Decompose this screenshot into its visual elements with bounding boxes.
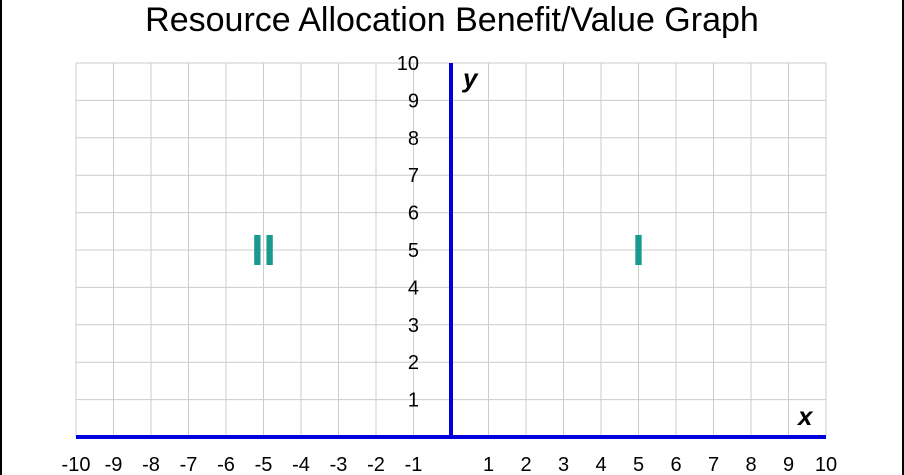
x-tick-label: -5 <box>255 454 273 475</box>
quadrant-label: II <box>251 226 275 275</box>
x-tick-label: 6 <box>670 454 681 475</box>
x-tick-label: 7 <box>708 454 719 475</box>
y-axis-label: y <box>461 63 479 93</box>
x-tick-label: -3 <box>330 454 348 475</box>
x-tick-label: 3 <box>558 454 569 475</box>
x-tick-label: -2 <box>367 454 385 475</box>
x-tick-label: -10 <box>62 454 91 475</box>
y-tick-label: 5 <box>408 240 419 262</box>
x-tick-label: -4 <box>292 454 310 475</box>
x-tick-label: -1 <box>405 454 423 475</box>
y-tick-label: 4 <box>408 277 419 299</box>
x-tick-label: 10 <box>815 454 837 475</box>
y-tick-label: 1 <box>408 390 419 412</box>
y-tick-label: 9 <box>408 90 419 112</box>
x-tick-label: -9 <box>105 454 123 475</box>
quadrant-label: I <box>632 226 644 275</box>
y-tick-label: 10 <box>397 53 419 75</box>
x-tick-label: 8 <box>745 454 756 475</box>
x-tick-label: 5 <box>633 454 644 475</box>
x-tick-label: 9 <box>783 454 794 475</box>
y-tick-label: 8 <box>408 128 419 150</box>
x-axis-label: x <box>796 401 814 431</box>
y-tick-label: 6 <box>408 203 419 225</box>
x-tick-label: 2 <box>520 454 531 475</box>
x-tick-label: -8 <box>142 454 160 475</box>
chart-title: Resource Allocation Benefit/Value Graph <box>145 1 759 39</box>
x-tick-label: 4 <box>595 454 606 475</box>
x-tick-label: -7 <box>180 454 198 475</box>
x-tick-label: -6 <box>217 454 235 475</box>
y-tick-label: 2 <box>408 352 419 374</box>
y-tick-label: 3 <box>408 315 419 337</box>
x-tick-label: 1 <box>483 454 494 475</box>
y-tick-label: 7 <box>408 165 419 187</box>
